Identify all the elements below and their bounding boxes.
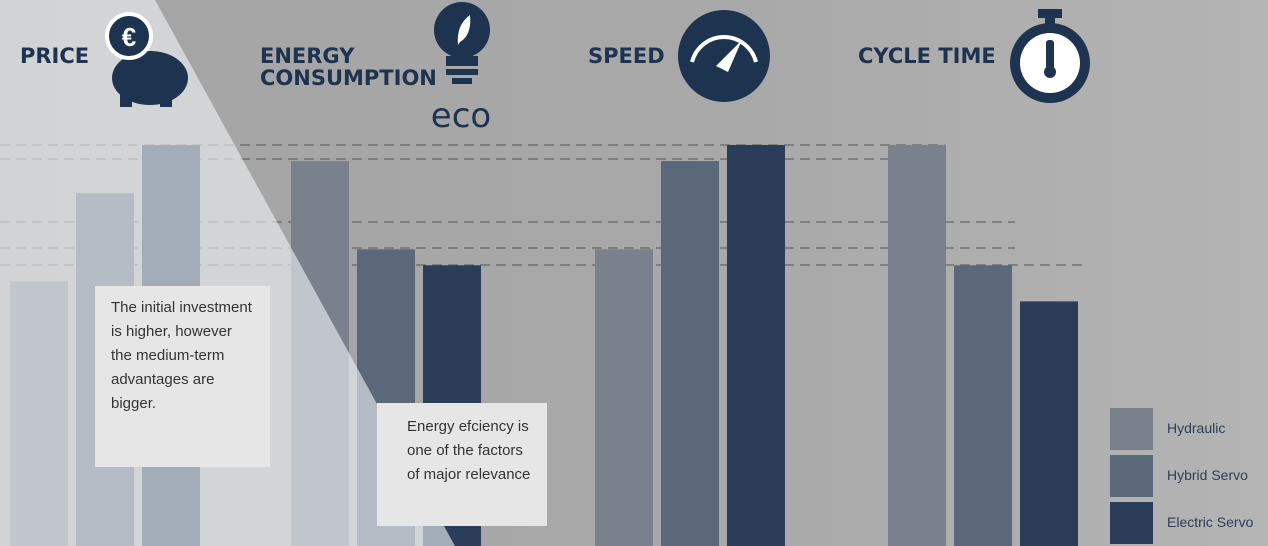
bar — [595, 249, 653, 546]
legend-swatch — [1110, 408, 1153, 450]
bar — [1020, 301, 1078, 546]
bar — [888, 145, 946, 546]
legend-label: Hydraulic — [1167, 420, 1226, 436]
category-label: CYCLE TIME — [858, 44, 996, 68]
icons: € — [105, 2, 1090, 107]
legend-label: Electric Servo — [1167, 514, 1254, 530]
bar — [954, 265, 1012, 546]
annotation: Energy efciency is one of the factors of… — [377, 403, 547, 526]
category-label: PRICE — [20, 44, 90, 68]
category-label: ENERGY CONSUMPTION — [260, 44, 437, 90]
annotation: The initial investment is higher, howeve… — [95, 286, 270, 467]
icon-text: eco — [431, 96, 491, 136]
legend-label: Hybrid Servo — [1167, 467, 1248, 483]
bar — [727, 145, 785, 546]
category-label: SPEED — [588, 44, 665, 68]
legend-swatch — [1110, 455, 1153, 497]
bar — [661, 161, 719, 546]
svg-text:€: € — [122, 22, 136, 52]
legend-swatch — [1110, 502, 1153, 544]
